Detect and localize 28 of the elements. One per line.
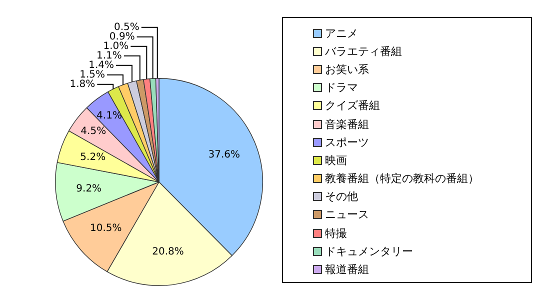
- data-label: 37.6%: [208, 150, 240, 161]
- data-label: 1.8%: [70, 78, 96, 90]
- data-label: 4.5%: [80, 126, 106, 137]
- legend-label: バラエティ番組: [325, 44, 402, 59]
- data-label: 1.0%: [103, 40, 129, 52]
- data-label: 9.2%: [76, 184, 102, 195]
- data-label: 5.2%: [80, 152, 106, 164]
- legend-label: ドラマ: [325, 80, 358, 96]
- data-label: 1.1%: [96, 50, 122, 62]
- legend-label: スポーツ: [325, 134, 369, 150]
- legend-label: ドキュメンタリー: [325, 244, 413, 259]
- data-label: 1.5%: [80, 69, 106, 80]
- data-label: 4.1%: [96, 110, 122, 122]
- legend-label: 音楽番組: [325, 116, 369, 132]
- data-label: 10.5%: [90, 222, 122, 234]
- legend-label: 特撮: [325, 226, 347, 241]
- legend-label: その他: [325, 189, 358, 204]
- data-label: 1.4%: [88, 60, 114, 71]
- legend-label: クイズ番組: [325, 98, 380, 114]
- legend-label: お笑い系: [325, 62, 369, 77]
- data-label: 0.5%: [114, 22, 140, 33]
- data-label: 20.8%: [152, 246, 184, 258]
- legend-label: ニュース: [325, 207, 369, 222]
- legend-label: 映画: [325, 152, 347, 168]
- data-label: 0.9%: [109, 31, 135, 42]
- legend-label: 報道番組: [325, 262, 369, 278]
- legend-label: 教養番組（特定の教科の番組）: [325, 171, 479, 186]
- legend-label: アニメ: [325, 26, 358, 41]
